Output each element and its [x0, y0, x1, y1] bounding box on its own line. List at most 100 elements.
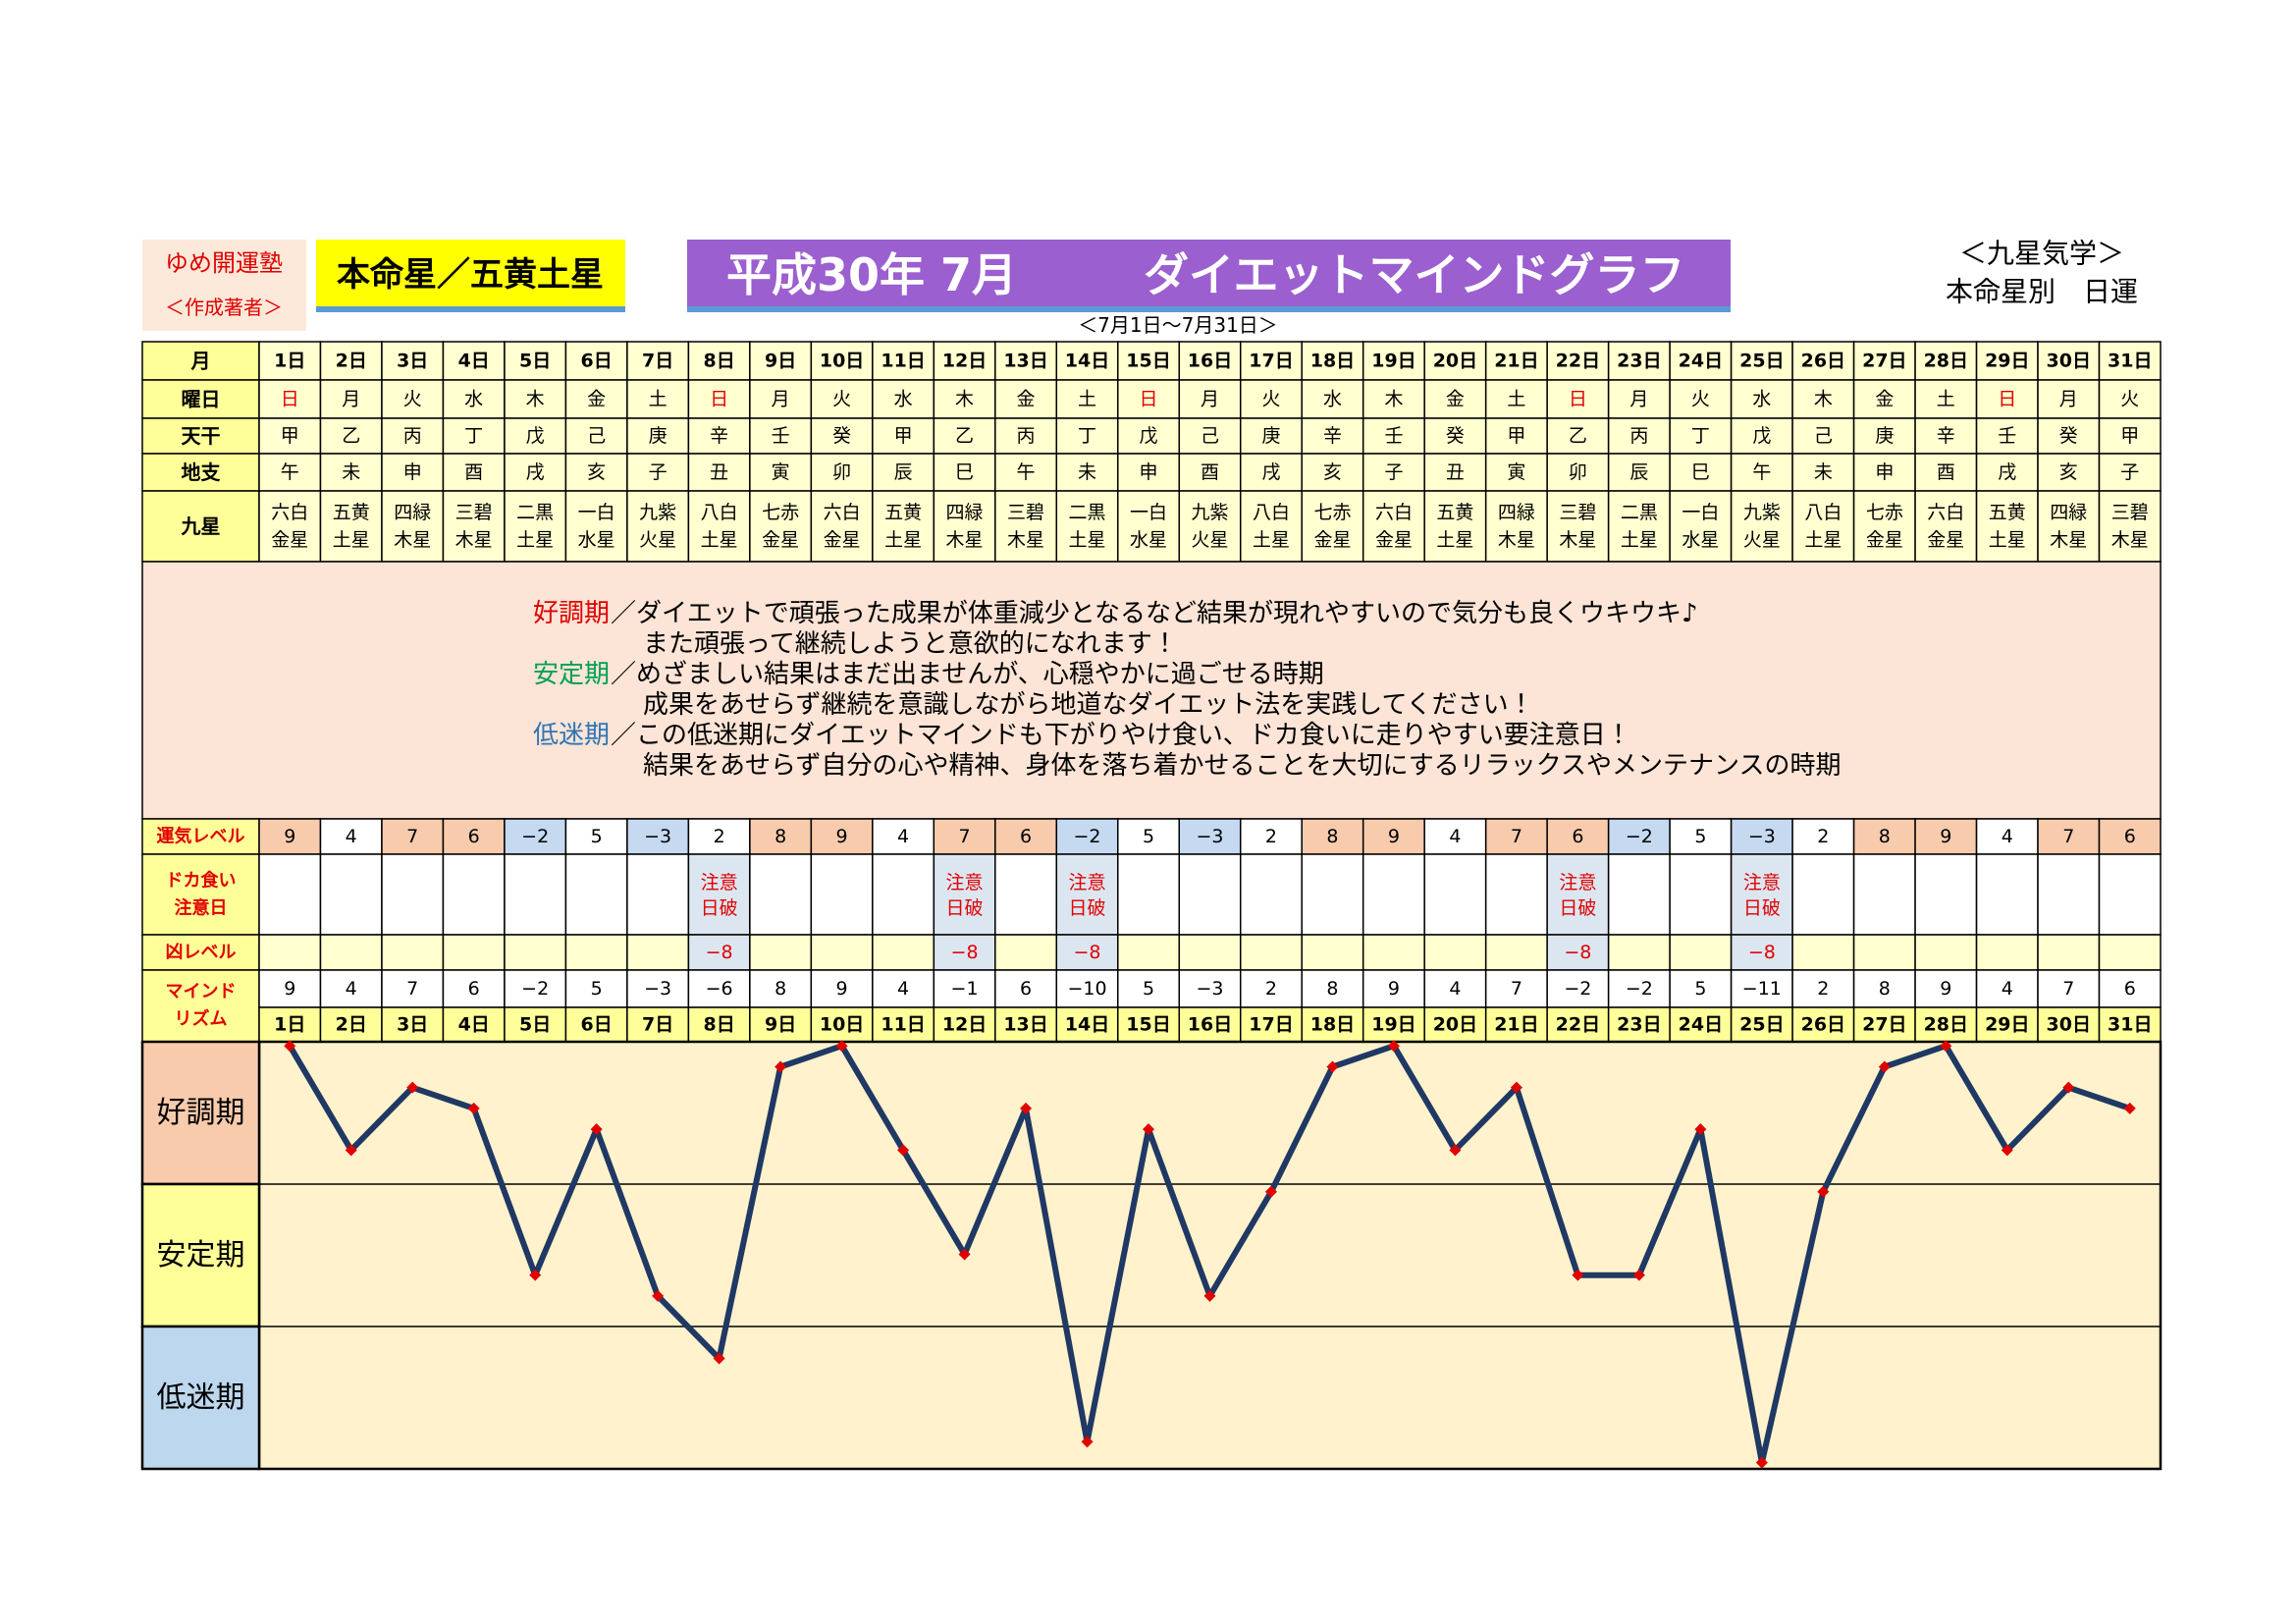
branch-cell: [564, 453, 628, 492]
weekday: 火: [1691, 389, 1710, 410]
star-bottom: 金星: [762, 529, 799, 551]
bad-level: −8: [1074, 942, 1101, 963]
bad-cell: [1607, 934, 1671, 971]
day: 25日: [1739, 1014, 1784, 1036]
bad-level: −8: [951, 942, 979, 963]
branch-cell: [933, 453, 996, 492]
day-cell: [1730, 1006, 1793, 1043]
fortune-level: −3: [644, 826, 671, 847]
day-cell: [1301, 1006, 1364, 1043]
weekday-cell: [749, 379, 813, 419]
day: 15日: [1126, 1014, 1170, 1036]
warning-cell: [1791, 853, 1855, 936]
stem-cell: [2098, 417, 2162, 455]
mind-point: [2062, 1081, 2075, 1094]
day: 23日: [1617, 351, 1661, 372]
fortune-level: 7: [2062, 826, 2074, 847]
mind-point: [1632, 1269, 1645, 1281]
row-label: 天干: [182, 424, 221, 448]
fortune-level: 8: [1326, 826, 1338, 847]
branch: 未: [1814, 461, 1833, 483]
mind-point: [1878, 1060, 1891, 1073]
weekday-cell: [1730, 379, 1793, 419]
weekday: 火: [832, 389, 851, 410]
day-cell: [1730, 341, 1793, 381]
mind-point: [958, 1248, 971, 1261]
day: 4日: [458, 351, 490, 372]
star-cell: [2037, 490, 2101, 563]
date: 平成30年 7月: [726, 248, 1017, 301]
warning-cell: [1852, 853, 1916, 936]
fortune-level: 9: [284, 826, 295, 847]
star-top: 一白: [1682, 502, 1719, 523]
day-cell: [1178, 341, 1242, 381]
warning-cell: [1730, 853, 1793, 936]
star-bottom: 木星: [1559, 529, 1596, 551]
star-underline: [316, 306, 625, 312]
mind-cell: [1055, 969, 1119, 1008]
day: 21日: [1494, 1014, 1538, 1036]
fortune-level: −2: [521, 826, 549, 847]
band-label: 安定期: [157, 1238, 245, 1272]
fortune-cell: [749, 818, 813, 855]
mind-cell: [933, 969, 996, 1008]
day: 26日: [1801, 1014, 1845, 1036]
star-cell: [994, 490, 1058, 563]
stem-cell: [687, 417, 751, 455]
branch-cell: [687, 453, 751, 492]
stem: 辛: [1937, 425, 1955, 447]
mind-point: [1940, 1040, 1952, 1053]
warning-cell: [2037, 853, 2101, 936]
warning: 注意: [701, 872, 738, 893]
day: 9日: [765, 351, 796, 372]
system: ＜九星気学＞: [1959, 238, 2124, 270]
day-cell: [872, 1006, 935, 1043]
warning-cell: [2098, 853, 2162, 936]
weekday-cell: [2098, 379, 2162, 419]
star-bottom: 土星: [333, 529, 370, 551]
branch-cell: [2037, 453, 2101, 492]
branch-cell: [1914, 453, 1978, 492]
mind-point: [406, 1081, 419, 1094]
weekday: 日: [1998, 389, 2016, 410]
mind-point: [284, 1040, 296, 1053]
band-label: 低迷期: [157, 1380, 245, 1415]
day: 1日: [274, 351, 305, 372]
day-cell: [2098, 341, 2162, 381]
branch: 酉: [464, 461, 483, 483]
mind-point: [1510, 1081, 1522, 1094]
branch: 午: [1017, 461, 1036, 483]
branch: 酉: [1201, 461, 1219, 483]
stem-cell: [1791, 417, 1855, 455]
honmei-star: 本命星／五黄土星: [337, 255, 604, 295]
mind-cell: [1546, 969, 1610, 1008]
star-bottom: 木星: [946, 529, 984, 551]
stem-cell: [810, 417, 874, 455]
branch-cell: [1239, 453, 1303, 492]
star-top: 八白: [1253, 502, 1290, 523]
branch-cell: [1423, 453, 1487, 492]
star-bottom: 木星: [1498, 529, 1535, 551]
day: 24日: [1679, 351, 1723, 372]
weekday: 土: [1937, 389, 1955, 410]
weekday-cell: [1791, 379, 1855, 419]
fortune-level: 5: [1694, 826, 1706, 847]
weekday: 木: [1814, 389, 1833, 410]
branch: 辰: [894, 461, 913, 483]
bad-level: −8: [1748, 942, 1776, 963]
star-top: 四緑: [2050, 502, 2087, 523]
star-bottom: 火星: [1191, 529, 1228, 551]
day: 27日: [1862, 1014, 1906, 1036]
day: 9日: [765, 1014, 796, 1036]
weekday: 水: [464, 389, 483, 410]
band-label-cell: [140, 1325, 261, 1471]
fortune-level: 8: [1879, 826, 1891, 847]
day: 16日: [1188, 351, 1232, 372]
star-top: 八白: [701, 502, 738, 523]
mind-cell: [2098, 969, 2162, 1008]
warning-cell: [1178, 853, 1242, 936]
description-line: ／この低迷期にダイエットマインドも下がりやけ食い、ドカ食いに走りやすい要注意日！: [611, 721, 1631, 750]
warning-cell: [1669, 853, 1733, 936]
day: 10日: [820, 351, 864, 372]
star-cell: [1975, 490, 2039, 563]
